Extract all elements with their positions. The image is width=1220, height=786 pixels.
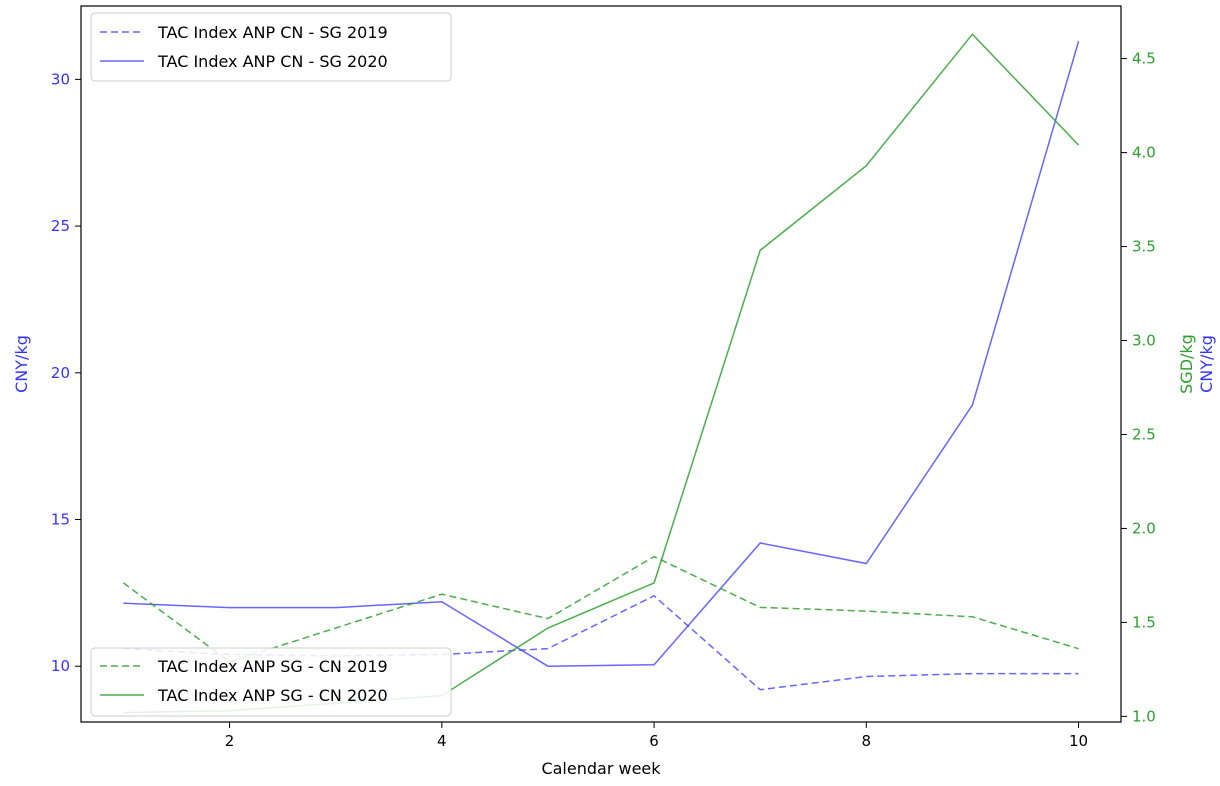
series-line-1 — [123, 40, 1080, 667]
y-axis-left: 10 15 20 25 30 — [51, 70, 81, 675]
y-right-tick-label-2.0: 2.0 — [1132, 519, 1156, 537]
y-right-tick-label-4.0: 4.0 — [1132, 144, 1156, 162]
y-axis-right: 1.0 1.5 2.0 2.5 3.0 3.5 4.0 4.5 — [1121, 50, 1156, 725]
legend-lower-box — [90, 647, 452, 717]
legend-lower: TAC Index ANP SG - CN 2019 TAC Index ANP… — [90, 647, 452, 717]
legend-label-sg-cn-2020: TAC Index ANP SG - CN 2020 — [157, 686, 388, 705]
y-left-tick-label-15: 15 — [51, 511, 70, 529]
legend-label-sg-cn-2019: TAC Index ANP SG - CN 2019 — [157, 657, 388, 676]
y-right-tick-label-2.5: 2.5 — [1132, 425, 1156, 443]
y-left-tick-label-10: 10 — [51, 657, 70, 675]
x-tick-label-8: 8 — [862, 732, 872, 750]
legend-upper-box — [90, 12, 452, 82]
y-axis-right-label-sgd: SGD/kg — [1177, 334, 1196, 394]
y-right-tick-label-3.5: 3.5 — [1132, 238, 1156, 256]
y-right-tick-label-1.0: 1.0 — [1132, 707, 1156, 725]
legend-upper: TAC Index ANP CN - SG 2019 TAC Index ANP… — [90, 12, 452, 82]
y-axis-left-label: CNY/kg — [12, 335, 31, 393]
x-axis: 2 4 6 8 10 — [225, 722, 1088, 750]
legend-label-cn-sg-2020: TAC Index ANP CN - SG 2020 — [157, 52, 388, 71]
legend-label-cn-sg-2019: TAC Index ANP CN - SG 2019 — [157, 23, 388, 42]
y-left-tick-label-20: 20 — [51, 364, 70, 382]
y-right-tick-label-4.5: 4.5 — [1132, 50, 1156, 68]
x-tick-label-10: 10 — [1069, 732, 1088, 750]
series-line-2 — [122, 555, 1079, 663]
y-right-tick-label-3.0: 3.0 — [1132, 332, 1156, 350]
x-tick-label-2: 2 — [225, 732, 235, 750]
x-tick-label-4: 4 — [437, 732, 447, 750]
plot-frame — [80, 5, 1122, 723]
x-tick-label-6: 6 — [649, 732, 659, 750]
plot-area — [81, 6, 1121, 722]
y-left-tick-label-30: 30 — [51, 70, 70, 88]
x-axis-label: Calendar week — [541, 759, 661, 778]
y-axis-right-label-cny: CNY/kg — [1197, 335, 1216, 393]
y-left-tick-label-25: 25 — [51, 217, 70, 235]
y-right-tick-label-1.5: 1.5 — [1132, 613, 1156, 631]
